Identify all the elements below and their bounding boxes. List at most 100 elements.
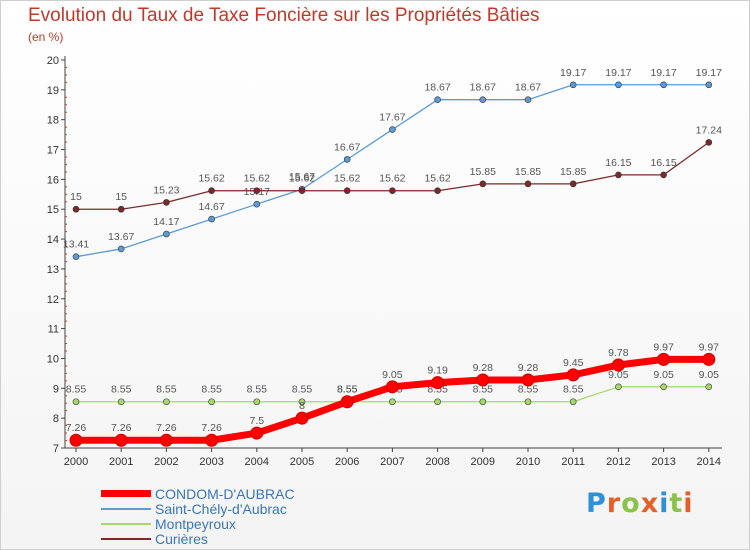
data-label: 15.62: [244, 173, 270, 185]
y-tick-label: 14: [47, 234, 59, 246]
data-point: [521, 373, 535, 387]
data-label: 8.55: [518, 384, 539, 396]
x-tick-label: 2014: [697, 456, 721, 468]
data-label: 9.97: [653, 341, 674, 353]
y-tick-label: 8: [53, 413, 59, 425]
x-tick-label: 2011: [561, 456, 585, 468]
data-point: [163, 199, 170, 206]
data-point: [660, 81, 667, 89]
data-point: [117, 245, 125, 253]
data-label: 7.26: [111, 422, 132, 434]
data-label: 19.17: [560, 67, 586, 79]
data-label: 9.05: [653, 369, 674, 381]
data-point: [208, 215, 215, 223]
x-tick-label: 2000: [64, 456, 88, 468]
logo-letter: P: [586, 488, 607, 519]
data-point: [615, 383, 622, 391]
y-tick-label: 7: [53, 443, 59, 455]
data-label: 15.62: [289, 173, 315, 185]
data-label: 8.55: [427, 384, 448, 396]
data-point: [72, 398, 80, 406]
data-label: 14.17: [153, 216, 179, 228]
logo-letter: i: [659, 488, 670, 519]
y-tick-label: 12: [47, 294, 59, 306]
data-label: 15.62: [198, 173, 224, 185]
data-point: [569, 81, 577, 89]
legend-item: Montpeyroux: [101, 516, 295, 532]
data-label: 8.55: [292, 384, 313, 396]
data-point: [476, 373, 490, 387]
data-point: [702, 352, 716, 366]
data-label: 9.78: [608, 347, 629, 359]
x-tick-label: 2013: [651, 456, 675, 468]
data-point: [298, 398, 306, 406]
data-label: 15.62: [424, 173, 450, 185]
data-point: [159, 433, 173, 447]
x-tick-label: 2008: [425, 456, 449, 468]
data-label: 15.62: [334, 173, 360, 185]
data-label: 18.67: [515, 82, 541, 94]
x-tick-label: 2006: [335, 456, 359, 468]
data-point: [569, 398, 577, 406]
data-point: [566, 368, 580, 382]
data-label: 13.67: [108, 231, 134, 243]
data-label: 7.26: [66, 422, 87, 434]
logo-letter: x: [640, 488, 660, 519]
data-point: [253, 200, 261, 208]
data-point: [660, 383, 667, 391]
data-point: [117, 205, 125, 213]
y-tick-label: 11: [48, 324, 59, 336]
data-label: 8.55: [111, 384, 132, 396]
data-label: 8.55: [201, 384, 222, 396]
legend-swatch: [101, 522, 151, 525]
y-tick-label: 19: [47, 85, 59, 97]
data-point: [615, 81, 622, 89]
data-label: 9.28: [518, 362, 539, 374]
data-label: 9.05: [382, 369, 403, 381]
legend-label: Saint-Chély-d'Aubrac: [155, 500, 287, 517]
data-point: [657, 352, 671, 366]
data-point: [340, 395, 354, 409]
legend-item: CONDOM-D'AUBRAC: [101, 486, 295, 502]
data-label: 15.85: [470, 166, 496, 178]
data-label: 15.85: [560, 166, 586, 178]
data-point: [385, 380, 399, 394]
data-point: [434, 96, 441, 103]
y-tick-label: 20: [47, 55, 59, 67]
legend-item: Curières: [101, 531, 295, 547]
data-label: 8: [299, 400, 305, 412]
data-label: 8.55: [337, 384, 358, 396]
legend-item: Saint-Chély-d'Aubrac: [101, 500, 295, 517]
data-point: [389, 398, 396, 406]
data-label: 8.55: [66, 384, 87, 396]
data-label: 15.23: [153, 184, 179, 196]
data-point: [163, 230, 170, 238]
data-label: 13.41: [63, 239, 89, 251]
y-tick-label: 17: [47, 145, 59, 157]
data-label: 19.17: [605, 67, 631, 79]
logo-letter: t: [669, 488, 684, 519]
data-point: [434, 398, 441, 406]
data-label: 8.55: [156, 384, 177, 396]
x-tick-label: 2002: [154, 456, 178, 468]
x-tick-label: 2005: [290, 456, 314, 468]
data-label: 9.45: [563, 357, 584, 369]
y-tick-label: 10: [47, 353, 59, 365]
data-point: [615, 171, 622, 179]
data-point: [524, 96, 532, 103]
x-tick-label: 2009: [471, 456, 495, 468]
data-point: [208, 398, 215, 406]
data-point: [705, 139, 713, 146]
data-point: [69, 433, 83, 447]
y-tick-label: 16: [47, 174, 59, 186]
data-label: 8.55: [247, 384, 268, 396]
data-point: [72, 205, 80, 213]
data-label: 7.26: [156, 422, 177, 434]
data-point: [343, 156, 351, 163]
legend-swatch: [101, 490, 151, 497]
data-label: 7.5: [249, 415, 264, 427]
data-label: 9.97: [699, 341, 720, 353]
data-point: [208, 187, 215, 195]
